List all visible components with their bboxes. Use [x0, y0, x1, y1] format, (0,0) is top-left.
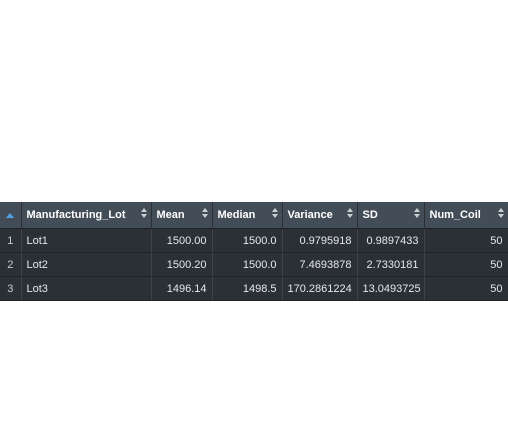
cell-sd: 13.0493725	[357, 276, 425, 301]
cell-num-coil: 50	[424, 252, 508, 277]
sort-icon[interactable]	[201, 208, 208, 219]
column-header-label: Variance	[287, 209, 333, 221]
cell-median: 1500.0	[212, 252, 283, 277]
sort-icon[interactable]	[271, 208, 278, 219]
cell-variance: 0.9795918	[282, 228, 358, 253]
cell-median: 1500.0	[212, 228, 283, 253]
column-header-median[interactable]: Median	[212, 202, 283, 229]
column-header-variance[interactable]: Variance	[282, 202, 358, 229]
sort-ascending-icon[interactable]	[6, 212, 15, 218]
column-header-label: Num_Coil	[429, 209, 481, 221]
cell-mean: 1500.00	[151, 228, 213, 253]
sort-icon[interactable]	[497, 208, 504, 219]
cell-manufacturing-lot: Lot1	[21, 228, 152, 253]
row-number: 1	[0, 228, 22, 253]
column-header-label: Manufacturing_Lot	[26, 209, 126, 221]
cell-sd: 0.9897433	[357, 228, 425, 253]
table-row: 2 Lot2 1500.20 1500.0 7.4693878 2.733018…	[0, 252, 508, 277]
column-header-label: SD	[362, 209, 378, 221]
cell-manufacturing-lot: Lot2	[21, 252, 152, 277]
data-table: Manufacturing_Lot Mean Median Variance S…	[0, 202, 508, 301]
cell-mean: 1500.20	[151, 252, 213, 277]
cell-sd: 2.7330181	[357, 252, 425, 277]
cell-variance: 7.4693878	[282, 252, 358, 277]
row-number: 3	[0, 276, 22, 301]
sort-icon[interactable]	[346, 208, 353, 219]
cell-median: 1498.5	[212, 276, 283, 301]
cell-mean: 1496.14	[151, 276, 213, 301]
data-viewer: Manufacturing_Lot Mean Median Variance S…	[0, 202, 508, 301]
row-number: 2	[0, 252, 22, 277]
column-header-mean[interactable]: Mean	[151, 202, 213, 229]
table-row: 1 Lot1 1500.00 1500.0 0.9795918 0.989743…	[0, 228, 508, 253]
column-header-sd[interactable]: SD	[357, 202, 425, 229]
header-row: Manufacturing_Lot Mean Median Variance S…	[0, 202, 508, 229]
cell-num-coil: 50	[424, 228, 508, 253]
cell-manufacturing-lot: Lot3	[21, 276, 152, 301]
cell-variance: 170.2861224	[282, 276, 358, 301]
column-header-label: Mean	[156, 209, 185, 221]
sort-icon[interactable]	[413, 208, 420, 219]
column-header-label: Median	[217, 209, 256, 221]
sort-icon[interactable]	[140, 208, 147, 219]
column-header-manufacturing-lot[interactable]: Manufacturing_Lot	[21, 202, 152, 229]
cell-num-coil: 50	[424, 276, 508, 301]
row-number-header[interactable]	[0, 202, 22, 229]
column-header-num-coil[interactable]: Num_Coil	[424, 202, 508, 229]
table-row: 3 Lot3 1496.14 1498.5 170.2861224 13.049…	[0, 276, 508, 301]
